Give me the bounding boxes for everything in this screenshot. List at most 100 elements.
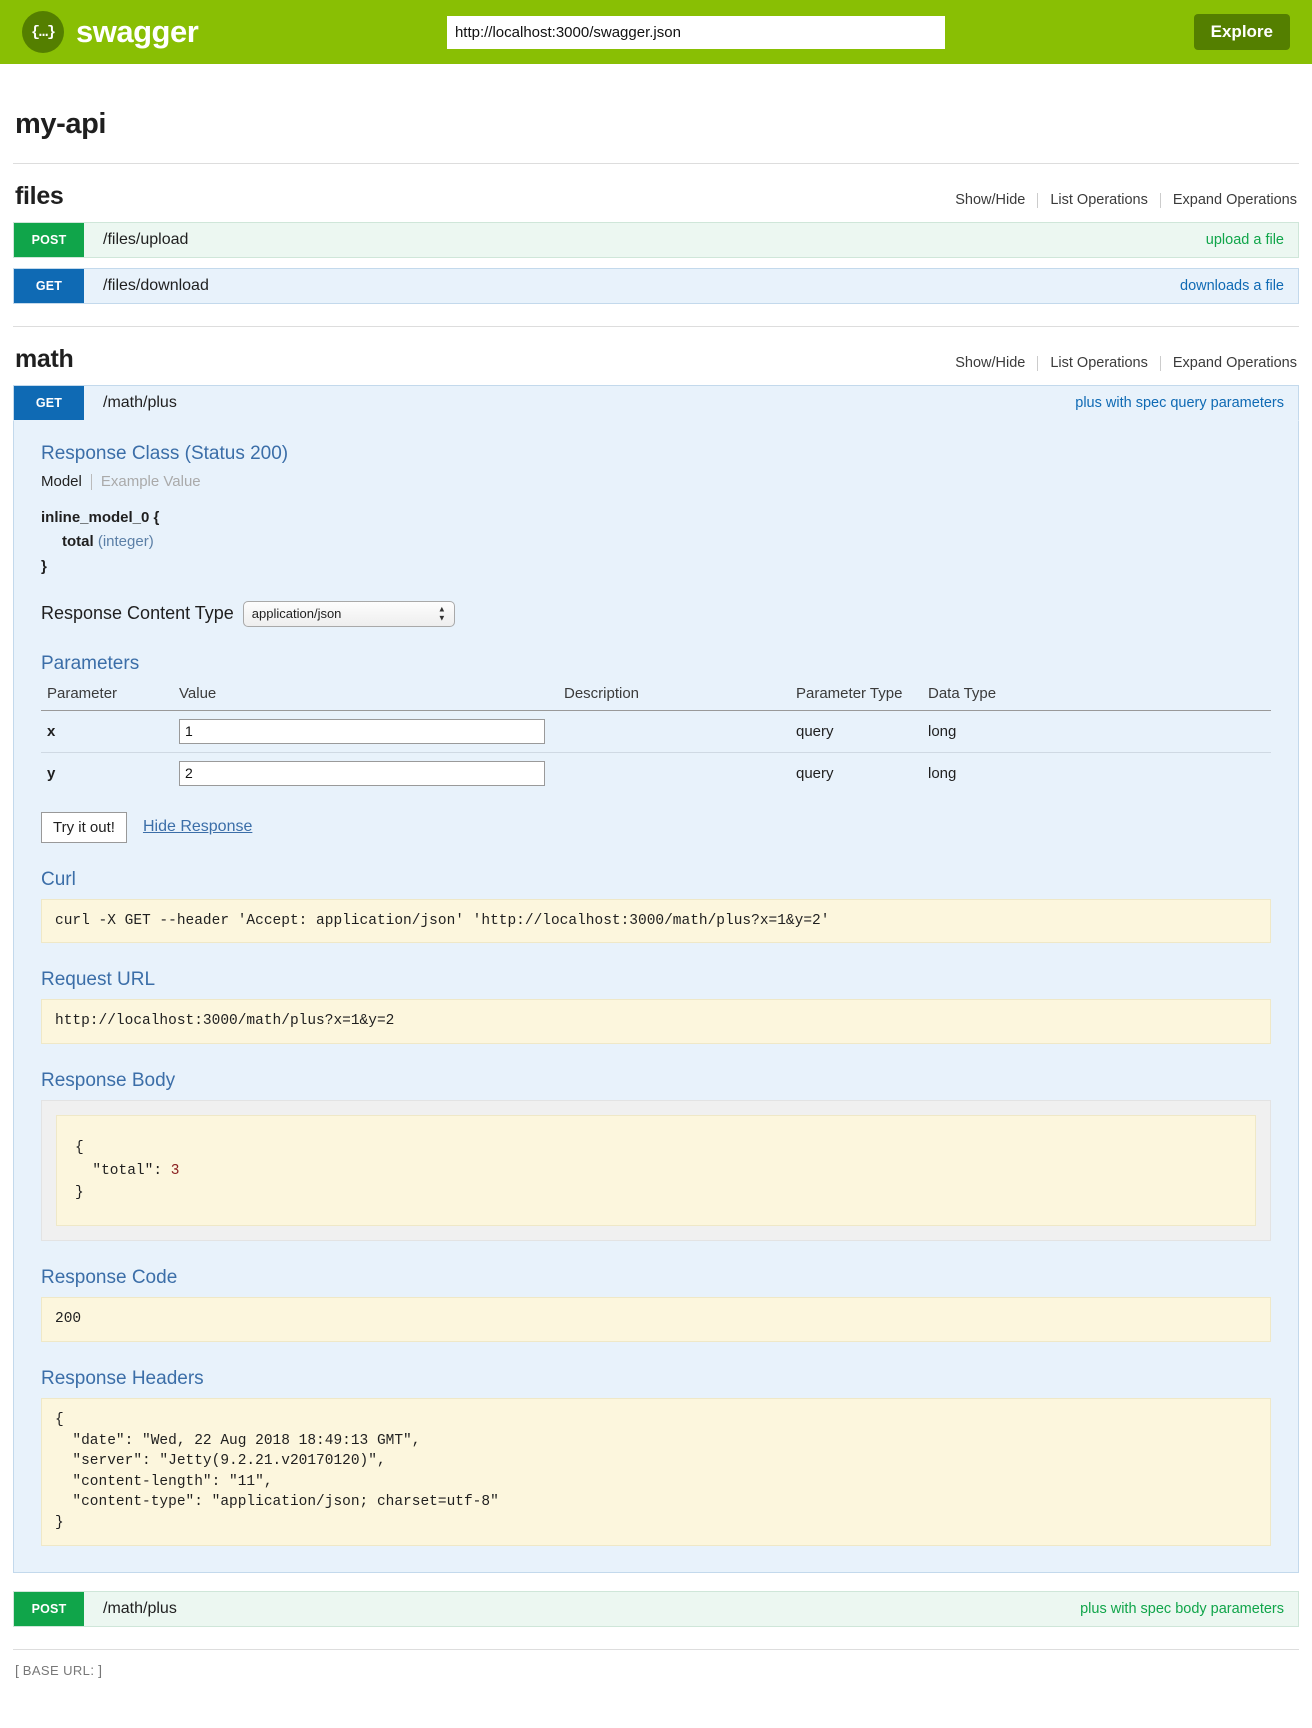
param-type-x: query <box>790 710 922 753</box>
col-parameter-type: Parameter Type <box>790 682 922 711</box>
response-content-type-wrapper: application/json ▲ ▼ <box>242 600 455 627</box>
divider <box>1037 355 1039 371</box>
resource-files: files Show/Hide List Operations Expand O… <box>13 163 1299 304</box>
spec-url-form <box>198 15 1193 49</box>
show-hide-link-files[interactable]: Show/Hide <box>955 192 1026 208</box>
operation-summary[interactable]: downloads a file <box>1180 278 1284 294</box>
operation-header[interactable]: POST /files/upload upload a file <box>13 222 1299 258</box>
try-it-out-button[interactable]: Try it out! <box>41 811 127 843</box>
parameters-title: Parameters <box>41 652 140 674</box>
model-property-type: (integer) <box>97 533 154 551</box>
footer-close-bracket: ] <box>98 1661 102 1678</box>
model-property: total (integer) <box>41 530 1271 554</box>
param-name-y: y <box>47 764 56 782</box>
footer-colon: : <box>90 1661 95 1678</box>
resource-name-files[interactable]: files <box>15 182 64 210</box>
operation-details: Response Class (Status 200) Model Exampl… <box>13 421 1299 1573</box>
operation-summary[interactable]: plus with spec query parameters <box>1075 395 1284 411</box>
tab-model[interactable]: Model <box>41 473 82 490</box>
operation-header[interactable]: GET /math/plus plus with spec query para… <box>13 385 1299 421</box>
request-url-title: Request URL <box>41 969 156 991</box>
operation-header[interactable]: GET /files/download downloads a file <box>13 268 1299 304</box>
operation-path[interactable]: /math/plus <box>103 394 177 411</box>
parameters-table: Parameter Value Description Parameter Ty… <box>41 682 1271 794</box>
operation-summary[interactable]: plus with spec body parameters <box>1080 1600 1284 1617</box>
swagger-logo[interactable]: {…} swagger <box>22 11 199 53</box>
model-open: inline_model_0 { <box>41 509 160 526</box>
footer: [ BASE URL: ] <box>13 1648 1299 1704</box>
model-example-tabs: Model Example Value <box>41 473 1271 490</box>
param-description-y <box>558 752 790 794</box>
model-property-name: total <box>62 533 94 551</box>
spec-url-input[interactable] <box>446 15 945 49</box>
operation-summary[interactable]: upload a file <box>1205 232 1284 248</box>
show-hide-link-math[interactable]: Show/Hide <box>955 355 1026 371</box>
page-title: my-api <box>15 108 107 140</box>
response-content-type-select[interactable]: application/json <box>242 600 455 627</box>
method-badge-post: POST <box>14 1591 84 1626</box>
response-class-title: Response Class (Status 200) <box>41 443 289 464</box>
model-signature: inline_model_0 { total (integer) } <box>41 506 1271 579</box>
tab-example-value[interactable]: Example Value <box>100 473 201 490</box>
param-datatype-y: long <box>928 764 957 782</box>
col-parameter: Parameter <box>41 682 173 711</box>
col-data-type: Data Type <box>922 682 1271 711</box>
list-operations-link-files[interactable]: List Operations <box>1050 192 1148 208</box>
param-input-y[interactable] <box>179 760 545 786</box>
response-content-type-row: Response Content Type application/json ▲… <box>41 600 1271 627</box>
swagger-header: {…} swagger Explore <box>0 0 1312 64</box>
resource-options: Show/Hide List Operations Expand Operati… <box>943 355 1299 371</box>
operation-header[interactable]: POST /math/plus plus with spec body para… <box>13 1590 1299 1627</box>
braces-icon: {…} <box>22 11 64 53</box>
method-badge-get: GET <box>14 386 84 420</box>
divider <box>1159 355 1161 371</box>
expand-operations-link-math[interactable]: Expand Operations <box>1172 355 1297 371</box>
divider <box>1159 192 1161 208</box>
footer-open-bracket: [ <box>15 1661 19 1678</box>
hide-response-link[interactable]: Hide Response <box>142 818 253 836</box>
divider <box>1037 192 1039 208</box>
curl-title: Curl <box>41 868 76 890</box>
resource-math: math Show/Hide List Operations Expand Op… <box>13 326 1299 1627</box>
param-type-y: query <box>796 764 834 782</box>
operation-post-math-plus[interactable]: POST /math/plus plus with spec body para… <box>13 1590 1299 1627</box>
table-row: x query long <box>41 710 1271 753</box>
response-headers-value: { "date": "Wed, 22 Aug 2018 18:49:13 GMT… <box>41 1398 1271 1546</box>
divider <box>90 473 92 490</box>
param-input-x[interactable] <box>179 718 545 744</box>
method-badge-post: POST <box>14 223 84 257</box>
response-body-post: } <box>75 1184 84 1201</box>
response-code-title: Response Code <box>41 1267 178 1289</box>
operation-path[interactable]: /files/upload <box>103 231 189 248</box>
response-body-title: Response Body <box>41 1070 176 1092</box>
operation-path[interactable]: /files/download <box>103 277 209 294</box>
param-description-x <box>558 710 790 753</box>
list-operations-link-math[interactable]: List Operations <box>1050 355 1148 371</box>
response-headers-title: Response Headers <box>41 1368 204 1390</box>
resource-header: math Show/Hide List Operations Expand Op… <box>13 326 1299 374</box>
resource-header: files Show/Hide List Operations Expand O… <box>13 163 1299 211</box>
explore-button[interactable]: Explore <box>1193 14 1290 50</box>
curl-command: curl -X GET --header 'Accept: applicatio… <box>41 898 1271 944</box>
response-body-pre: { "total": <box>75 1140 163 1179</box>
operation-get-files-download[interactable]: GET /files/download downloads a file <box>13 268 1299 304</box>
table-header-row: Parameter Value Description Parameter Ty… <box>41 682 1271 711</box>
param-datatype-x: long <box>922 710 1271 753</box>
resource-name-math[interactable]: math <box>15 345 74 373</box>
operation-path[interactable]: /math/plus <box>103 1599 177 1617</box>
response-content-type-label: Response Content Type <box>41 603 234 624</box>
method-badge-get: GET <box>14 269 84 303</box>
response-code-value: 200 <box>41 1297 1271 1343</box>
param-value-cell-x <box>173 710 558 753</box>
base-url-label: BASE URL <box>22 1662 91 1678</box>
operation-post-files-upload[interactable]: POST /files/upload upload a file <box>13 222 1299 258</box>
expand-operations-link-files[interactable]: Expand Operations <box>1172 192 1297 208</box>
operation-get-math-plus[interactable]: GET /math/plus plus with spec query para… <box>13 385 1299 1573</box>
param-name-x: x <box>41 710 173 753</box>
col-value: Value <box>173 682 558 711</box>
param-value-cell-y <box>173 752 558 794</box>
response-body-shell: { "total": 3 } <box>41 1100 1271 1242</box>
response-body-value: { "total": 3 } <box>56 1115 1256 1227</box>
request-url-value: http://localhost:3000/math/plus?x=1&y=2 <box>41 999 1271 1045</box>
submit-row: Try it out! Hide Response <box>41 811 1271 843</box>
